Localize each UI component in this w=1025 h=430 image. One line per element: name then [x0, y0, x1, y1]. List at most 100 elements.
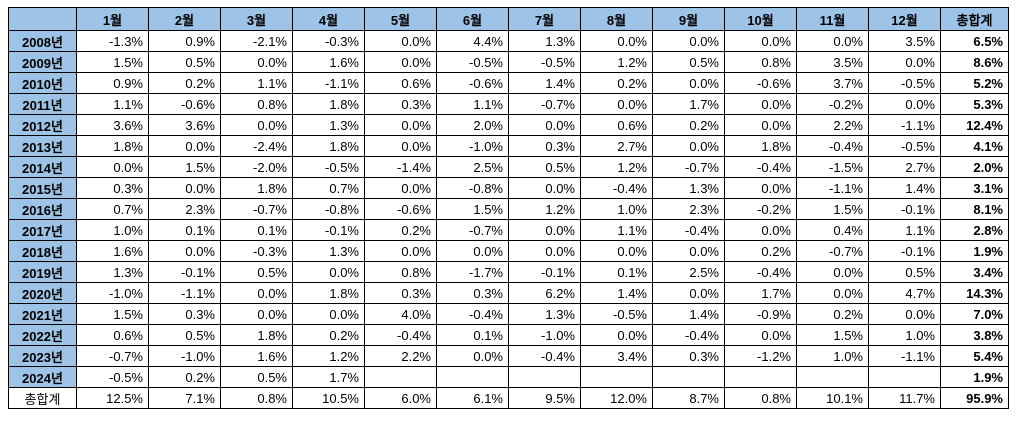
return-cell: 2.5%	[436, 156, 509, 178]
return-cell: 0.3%	[76, 177, 149, 199]
return-cell	[580, 366, 653, 388]
return-cell: -0.1%	[508, 261, 581, 283]
return-cell: 2.5%	[652, 261, 725, 283]
return-cell	[652, 366, 725, 388]
return-cell: -0.9%	[724, 303, 797, 325]
return-cell: -0.8%	[436, 177, 509, 199]
return-cell: 0.9%	[148, 30, 221, 52]
return-cell: -1.1%	[868, 114, 941, 136]
return-cell: 0.3%	[652, 345, 725, 367]
summary-cell: 0.8%	[724, 387, 797, 409]
return-cell: 0.0%	[652, 30, 725, 52]
return-cell: 0.6%	[580, 114, 653, 136]
return-cell: -0.5%	[868, 72, 941, 94]
column-header: 3월	[220, 7, 293, 31]
return-cell: 1.8%	[292, 135, 365, 157]
return-cell: 0.0%	[364, 51, 437, 73]
row-year-label: 2014년	[8, 156, 77, 178]
return-cell: 1.4%	[652, 303, 725, 325]
return-cell: -1.5%	[796, 156, 869, 178]
return-cell: 1.5%	[796, 198, 869, 220]
return-cell: 0.8%	[724, 51, 797, 73]
return-cell: 1.5%	[76, 303, 149, 325]
table-row: 2010년 0.9% 0.2% 1.1% -1.1% 0.6% -0.6% 1.4% 0.2% 0…	[8, 72, 1009, 94]
return-cell: 0.0%	[868, 93, 941, 115]
column-header: 2월	[148, 7, 221, 31]
return-cell: 1.8%	[220, 177, 293, 199]
return-cell: 0.5%	[652, 51, 725, 73]
table-row: 2020년 -1.0% -1.1% 0.0% 1.8% 0.3% 0.3% 6.2% 1.4% 0…	[8, 282, 1009, 304]
return-cell: 1.3%	[508, 303, 581, 325]
row-total-cell: 8.6%	[940, 51, 1009, 73]
return-cell: 6.2%	[508, 282, 581, 304]
row-year-label: 2013년	[8, 135, 77, 157]
return-cell: 0.0%	[364, 135, 437, 157]
return-cell: 0.0%	[580, 30, 653, 52]
return-cell: 0.2%	[652, 114, 725, 136]
column-header: 총합계	[940, 7, 1009, 31]
row-year-label: 2015년	[8, 177, 77, 199]
return-cell	[436, 366, 509, 388]
return-cell: -1.0%	[76, 282, 149, 304]
summary-cell: 11.7%	[868, 387, 941, 409]
summary-cell: 12.5%	[76, 387, 149, 409]
table-row: 2019년 1.3% -0.1% 0.5% 0.0% 0.8% -1.7% -0.1% 0.1%…	[8, 261, 1009, 283]
return-cell: -0.5%	[508, 51, 581, 73]
return-cell: 3.5%	[796, 51, 869, 73]
row-year-label: 2010년	[8, 72, 77, 94]
return-cell: 0.2%	[292, 324, 365, 346]
return-cell: 0.3%	[508, 135, 581, 157]
return-cell	[364, 366, 437, 388]
return-cell: 0.0%	[796, 261, 869, 283]
row-year-label: 2011년	[8, 93, 77, 115]
return-cell: -0.6%	[148, 93, 221, 115]
row-total-cell: 3.4%	[940, 261, 1009, 283]
table-row: 2024년 -0.5% 0.2% 0.5% 1.7% 1.9%	[8, 366, 1009, 388]
return-cell: 2.2%	[796, 114, 869, 136]
return-cell: 0.0%	[436, 240, 509, 262]
return-cell: 0.0%	[652, 135, 725, 157]
return-cell: 0.0%	[652, 282, 725, 304]
row-year-label: 2021년	[8, 303, 77, 325]
return-cell: 0.1%	[436, 324, 509, 346]
return-cell: 0.5%	[148, 324, 221, 346]
return-cell: -0.4%	[364, 324, 437, 346]
summary-cell: 12.0%	[580, 387, 653, 409]
return-cell: 0.0%	[724, 93, 797, 115]
row-total-cell: 8.1%	[940, 198, 1009, 220]
return-cell	[868, 366, 941, 388]
return-cell: -0.7%	[220, 198, 293, 220]
return-cell: 1.0%	[796, 345, 869, 367]
return-cell: -0.4%	[580, 177, 653, 199]
return-cell: 4.4%	[436, 30, 509, 52]
column-header: 12월	[868, 7, 941, 31]
return-cell: -0.1%	[292, 219, 365, 241]
row-year-label: 2023년	[8, 345, 77, 367]
return-cell: -0.4%	[724, 261, 797, 283]
return-cell: -0.5%	[580, 303, 653, 325]
column-header: 6월	[436, 7, 509, 31]
row-year-label: 2018년	[8, 240, 77, 262]
return-cell: 0.2%	[580, 72, 653, 94]
return-cell: 1.2%	[580, 51, 653, 73]
return-cell: -1.7%	[436, 261, 509, 283]
return-cell: 0.0%	[652, 240, 725, 262]
return-cell: 2.2%	[364, 345, 437, 367]
return-cell: 0.5%	[868, 261, 941, 283]
return-cell: 1.6%	[220, 345, 293, 367]
return-cell: -0.7%	[508, 93, 581, 115]
return-cell: -1.2%	[724, 345, 797, 367]
return-cell: 1.3%	[292, 240, 365, 262]
row-total-cell: 1.9%	[940, 240, 1009, 262]
table-row: 2008년 -1.3% 0.9% -2.1% -0.3% 0.0% 4.4% 1.3% 0.0%…	[8, 30, 1009, 52]
return-cell: 1.6%	[76, 240, 149, 262]
return-cell: 0.8%	[220, 93, 293, 115]
return-cell: 2.3%	[652, 198, 725, 220]
return-cell: 0.5%	[508, 156, 581, 178]
return-cell: 0.2%	[796, 303, 869, 325]
return-cell: 0.0%	[796, 282, 869, 304]
return-cell: -0.1%	[148, 261, 221, 283]
return-cell: 1.0%	[580, 198, 653, 220]
table-row: 2011년 1.1% -0.6% 0.8% 1.8% 0.3% 1.1% -0.7% 0.0% 1…	[8, 93, 1009, 115]
return-cell: 0.0%	[724, 177, 797, 199]
